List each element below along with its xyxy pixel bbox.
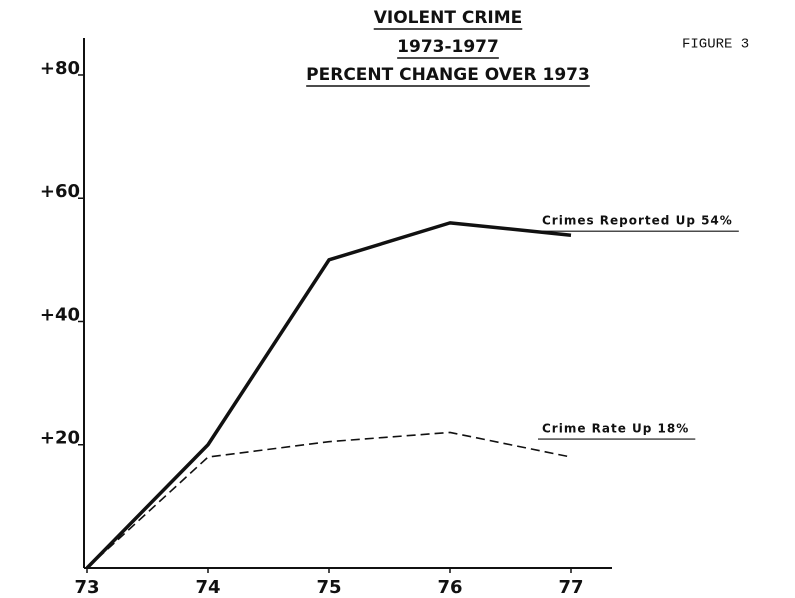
series-line (85, 221, 572, 570)
chart-title: PERCENT CHANGE OVER 1973 (306, 65, 590, 85)
series-line (86, 431, 572, 569)
legend-label: Crime Rate Up 18% (542, 422, 689, 436)
y-tick-label: +40 (40, 304, 80, 325)
y-tick-label: +60 (40, 181, 80, 202)
x-tick-label: 75 (316, 577, 341, 598)
legend-label: Crimes Reported Up 54% (542, 214, 733, 228)
y-tick-label: +20 (40, 428, 80, 449)
x-tick-label: 73 (74, 577, 99, 598)
chart-title: VIOLENT CRIME (374, 8, 523, 28)
x-tick-label: 74 (195, 577, 220, 598)
chart-title: 1973-1977 (397, 37, 499, 57)
x-tick-label: 76 (437, 577, 462, 598)
figure-label: FIGURE 3 (682, 37, 749, 53)
x-tick-label: 77 (558, 577, 583, 598)
y-tick-label: +80 (40, 58, 80, 79)
